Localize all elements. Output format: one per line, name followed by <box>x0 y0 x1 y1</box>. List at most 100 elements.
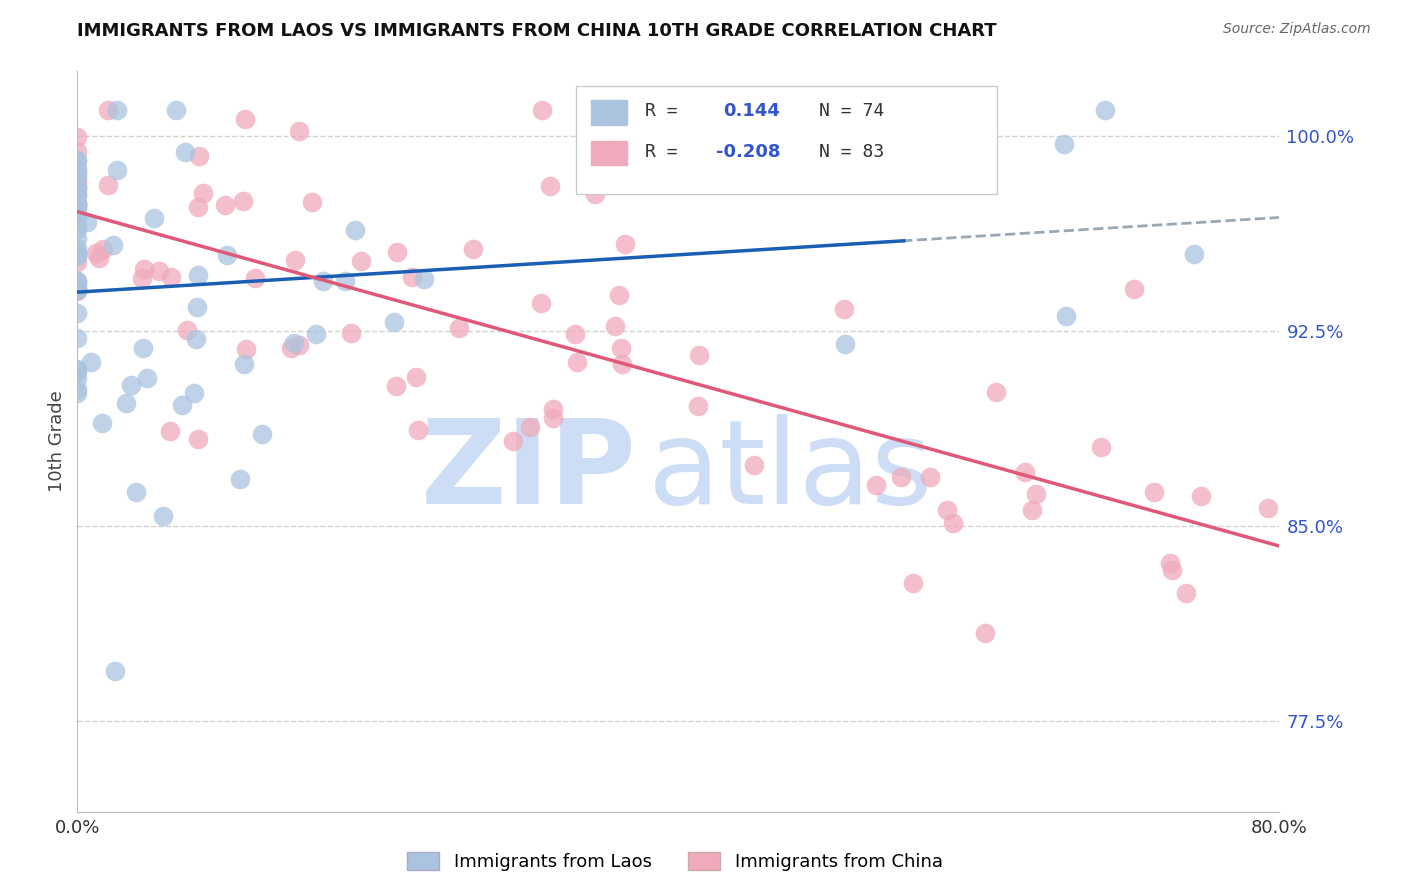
Point <box>565 355 588 369</box>
Point <box>229 472 252 486</box>
Text: IMMIGRANTS FROM LAOS VS IMMIGRANTS FROM CHINA 10TH GRADE CORRELATION CHART: IMMIGRANTS FROM LAOS VS IMMIGRANTS FROM … <box>77 22 997 40</box>
Point <box>1025 486 1047 500</box>
Point <box>344 223 367 237</box>
Point <box>413 271 436 285</box>
Point <box>942 516 965 530</box>
Point <box>66 197 89 211</box>
Point <box>901 576 924 591</box>
Point <box>865 478 887 492</box>
Point <box>232 194 254 209</box>
Point <box>243 270 266 285</box>
Point <box>284 253 307 268</box>
Point <box>66 153 89 167</box>
Text: -0.208: -0.208 <box>716 143 780 161</box>
Point <box>66 330 89 344</box>
Point <box>159 424 181 438</box>
Point <box>974 626 997 640</box>
Point <box>607 287 630 301</box>
Point <box>66 281 89 295</box>
Point <box>401 270 423 285</box>
Point <box>742 458 765 473</box>
Point <box>66 283 89 297</box>
Text: atlas: atlas <box>648 414 934 529</box>
Point <box>530 295 553 310</box>
Point <box>614 236 637 251</box>
Point <box>115 395 138 409</box>
Point <box>66 166 89 180</box>
Point <box>165 103 187 118</box>
Text: N = 83: N = 83 <box>820 143 884 161</box>
Text: ZIP: ZIP <box>420 414 637 529</box>
Point <box>66 386 89 401</box>
Point <box>250 426 273 441</box>
Point <box>66 188 89 202</box>
Point <box>66 222 89 236</box>
Point <box>66 144 89 158</box>
Point <box>928 132 950 146</box>
Point <box>1143 485 1166 500</box>
Point <box>66 231 89 245</box>
Point <box>66 129 89 144</box>
Legend: Immigrants from Laos, Immigrants from China: Immigrants from Laos, Immigrants from Ch… <box>399 845 950 879</box>
Point <box>66 170 89 185</box>
Point <box>66 164 89 178</box>
Point <box>1182 247 1205 261</box>
Point <box>187 268 209 283</box>
Point <box>233 357 256 371</box>
Point <box>519 420 541 434</box>
Point <box>87 251 110 265</box>
Point <box>66 201 89 215</box>
Point <box>148 264 170 278</box>
Point <box>66 179 89 194</box>
Point <box>176 324 198 338</box>
Point <box>1053 137 1076 152</box>
Point <box>186 300 208 314</box>
Point <box>66 249 89 263</box>
Text: R =: R = <box>645 103 699 120</box>
Point <box>173 145 195 160</box>
Point <box>66 361 89 376</box>
Point <box>120 377 142 392</box>
Point <box>406 423 429 437</box>
Point <box>382 315 405 329</box>
Point <box>76 214 98 228</box>
Point <box>66 198 89 212</box>
Point <box>1175 586 1198 600</box>
Point <box>66 282 89 296</box>
Point <box>339 326 361 340</box>
Point <box>233 112 256 126</box>
Point <box>66 195 89 210</box>
Point <box>502 434 524 448</box>
Point <box>1257 501 1279 516</box>
Point <box>737 151 759 165</box>
Point <box>84 245 107 260</box>
Point <box>583 187 606 202</box>
Point <box>97 103 120 118</box>
Point <box>66 196 89 211</box>
Point <box>66 277 89 292</box>
Bar <box>591 141 627 165</box>
Point <box>125 484 148 499</box>
Point <box>288 124 311 138</box>
Point <box>288 337 311 351</box>
Point <box>447 321 470 335</box>
Point <box>832 301 855 316</box>
Text: N = 74: N = 74 <box>820 103 884 120</box>
Point <box>191 186 214 201</box>
Point <box>66 306 89 320</box>
Point <box>541 401 564 416</box>
Point <box>66 218 89 232</box>
Text: R =: R = <box>645 143 688 161</box>
Point <box>66 274 89 288</box>
Point <box>66 284 89 298</box>
Point <box>66 182 89 196</box>
Point <box>103 237 125 252</box>
Point <box>688 348 710 362</box>
Point <box>301 194 323 209</box>
Point <box>66 245 89 260</box>
Point <box>215 248 238 262</box>
Point <box>350 253 373 268</box>
Point <box>66 382 89 396</box>
Point <box>1014 466 1036 480</box>
Point <box>66 181 89 195</box>
